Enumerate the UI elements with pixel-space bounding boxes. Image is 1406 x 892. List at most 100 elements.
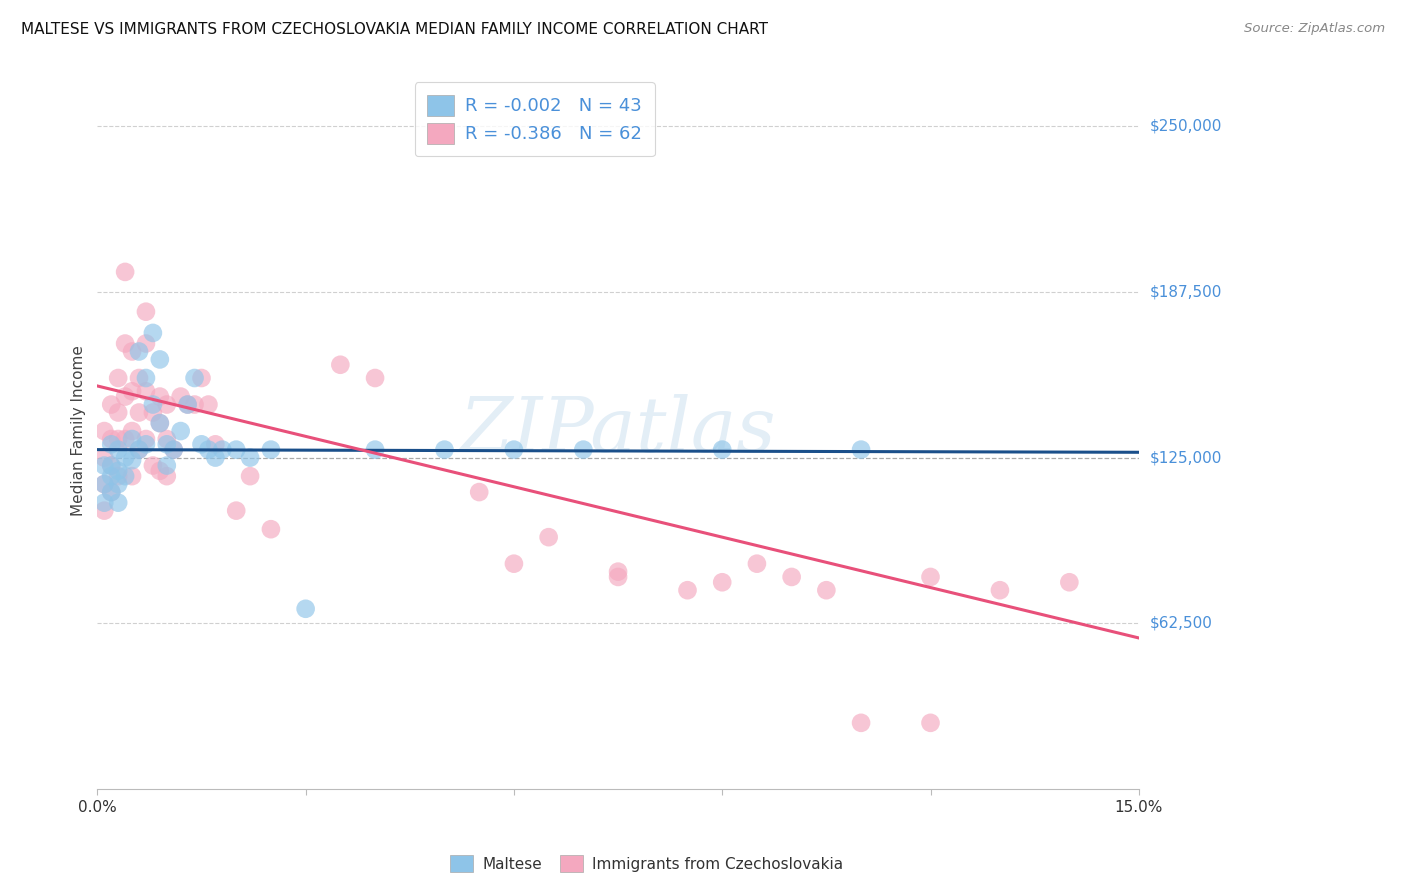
Point (468, 485, 491, 500)
Point (711, 575, 734, 590)
Point (142, 405, 165, 419)
Point (114, 390, 136, 404)
Point (121, 453, 143, 467)
Point (156, 437, 179, 451)
Point (93, 477, 115, 491)
Point (107, 371, 129, 385)
Point (176, 398, 198, 412)
Point (920, 570, 942, 584)
Point (128, 405, 150, 419)
Point (329, 358, 352, 372)
Point (142, 326, 165, 340)
Point (364, 371, 387, 385)
Point (503, 557, 526, 571)
Point (100, 485, 122, 500)
Text: $187,500: $187,500 (1150, 285, 1222, 300)
Point (239, 450, 262, 465)
Point (190, 437, 212, 451)
Point (107, 464, 129, 478)
Point (114, 469, 136, 483)
Point (121, 384, 143, 399)
Point (260, 522, 283, 536)
Point (100, 437, 122, 451)
Point (294, 601, 316, 615)
Point (100, 485, 122, 500)
Point (107, 405, 129, 419)
Text: $62,500: $62,500 (1150, 615, 1213, 631)
Point (149, 416, 172, 430)
Point (135, 336, 157, 351)
Point (156, 458, 179, 473)
Point (503, 442, 526, 457)
Point (93, 503, 115, 517)
Text: $250,000: $250,000 (1150, 119, 1222, 134)
Point (197, 398, 219, 412)
Text: MALTESE VS IMMIGRANTS FROM CZECHOSLOVAKIA MEDIAN FAMILY INCOME CORRELATION CHART: MALTESE VS IMMIGRANTS FROM CZECHOSLOVAKI… (21, 22, 768, 37)
Point (121, 432, 143, 446)
Point (107, 477, 129, 491)
Point (169, 390, 191, 404)
Point (849, 442, 872, 457)
Point (107, 432, 129, 446)
Point (156, 398, 179, 412)
Point (100, 398, 122, 412)
Point (107, 496, 129, 510)
Point (149, 390, 172, 404)
Point (135, 384, 157, 399)
Point (780, 570, 803, 584)
Point (190, 371, 212, 385)
Point (128, 442, 150, 457)
Point (163, 442, 186, 457)
Point (537, 530, 560, 544)
Point (183, 398, 205, 412)
Point (169, 424, 191, 438)
Point (128, 344, 150, 359)
Point (93, 450, 115, 465)
Point (988, 583, 1011, 598)
Point (128, 371, 150, 385)
Point (107, 469, 129, 483)
Point (163, 442, 186, 457)
Text: Source: ZipAtlas.com: Source: ZipAtlas.com (1244, 22, 1385, 36)
Point (100, 458, 122, 473)
Point (149, 416, 172, 430)
Point (204, 450, 226, 465)
Point (176, 398, 198, 412)
Point (142, 398, 165, 412)
Point (156, 432, 179, 446)
Point (93, 496, 115, 510)
Point (607, 570, 630, 584)
Point (260, 442, 283, 457)
Point (197, 442, 219, 457)
Text: $125,000: $125,000 (1150, 450, 1222, 465)
Point (676, 583, 699, 598)
Point (93, 477, 115, 491)
Point (204, 437, 226, 451)
Point (135, 304, 157, 318)
Point (135, 371, 157, 385)
Point (1059, 575, 1081, 590)
Point (225, 503, 247, 517)
Point (107, 442, 129, 457)
Point (114, 432, 136, 446)
Point (920, 715, 942, 730)
Legend: Maltese, Immigrants from Czechoslovakia: Maltese, Immigrants from Czechoslovakia (443, 847, 851, 880)
Point (149, 352, 172, 367)
Point (149, 464, 172, 478)
Point (239, 469, 262, 483)
Point (745, 557, 768, 571)
Point (121, 344, 143, 359)
Point (211, 442, 233, 457)
Point (156, 469, 179, 483)
Point (225, 442, 247, 457)
Point (93, 458, 115, 473)
Point (815, 583, 838, 598)
Point (364, 442, 387, 457)
Point (849, 715, 872, 730)
Point (114, 450, 136, 465)
Point (121, 469, 143, 483)
Point (142, 458, 165, 473)
Point (607, 565, 630, 579)
Point (183, 371, 205, 385)
Point (114, 336, 136, 351)
